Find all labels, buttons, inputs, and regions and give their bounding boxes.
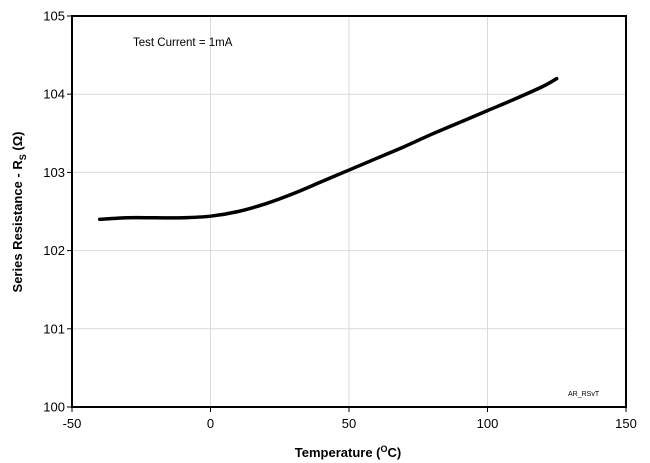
y-tick-label: 103 [43,165,65,180]
y-tick-label: 100 [43,400,65,415]
y-axis-ticks: 100 101 102 103 104 105 [43,9,72,415]
y-tick-label: 102 [43,243,65,258]
y-axis-title-main: Series Resistance - R [10,160,25,293]
y-axis-title-sub: S [18,154,28,160]
series-group [97,76,559,222]
grid-lines [72,16,626,407]
y-tick-label: 104 [43,87,65,102]
y-tick-label: 105 [43,9,65,24]
x-axis-title-tail: C) [388,445,402,460]
annotation-test-current: Test Current = 1mA [133,37,233,49]
x-tick-label: 100 [477,416,499,431]
x-axis-ticks: -50 0 50 100 150 [63,407,637,431]
series-line-0 [97,76,559,222]
x-axis-title-main: Temperature ( [295,445,381,460]
y-axis-title: Series Resistance - RS (Ω) [10,132,28,293]
x-tick-label: 0 [207,416,214,431]
x-tick-label: 50 [342,416,356,431]
x-axis-title-sup: O [381,444,388,454]
figure-code: AR_RSvT [568,391,600,398]
x-tick-label: -50 [63,416,82,431]
x-tick-label: 150 [615,416,637,431]
y-tick-label: 101 [43,321,65,336]
x-axis-title: Temperature (OC) [295,444,401,460]
y-axis-title-tail: (Ω) [10,132,25,155]
